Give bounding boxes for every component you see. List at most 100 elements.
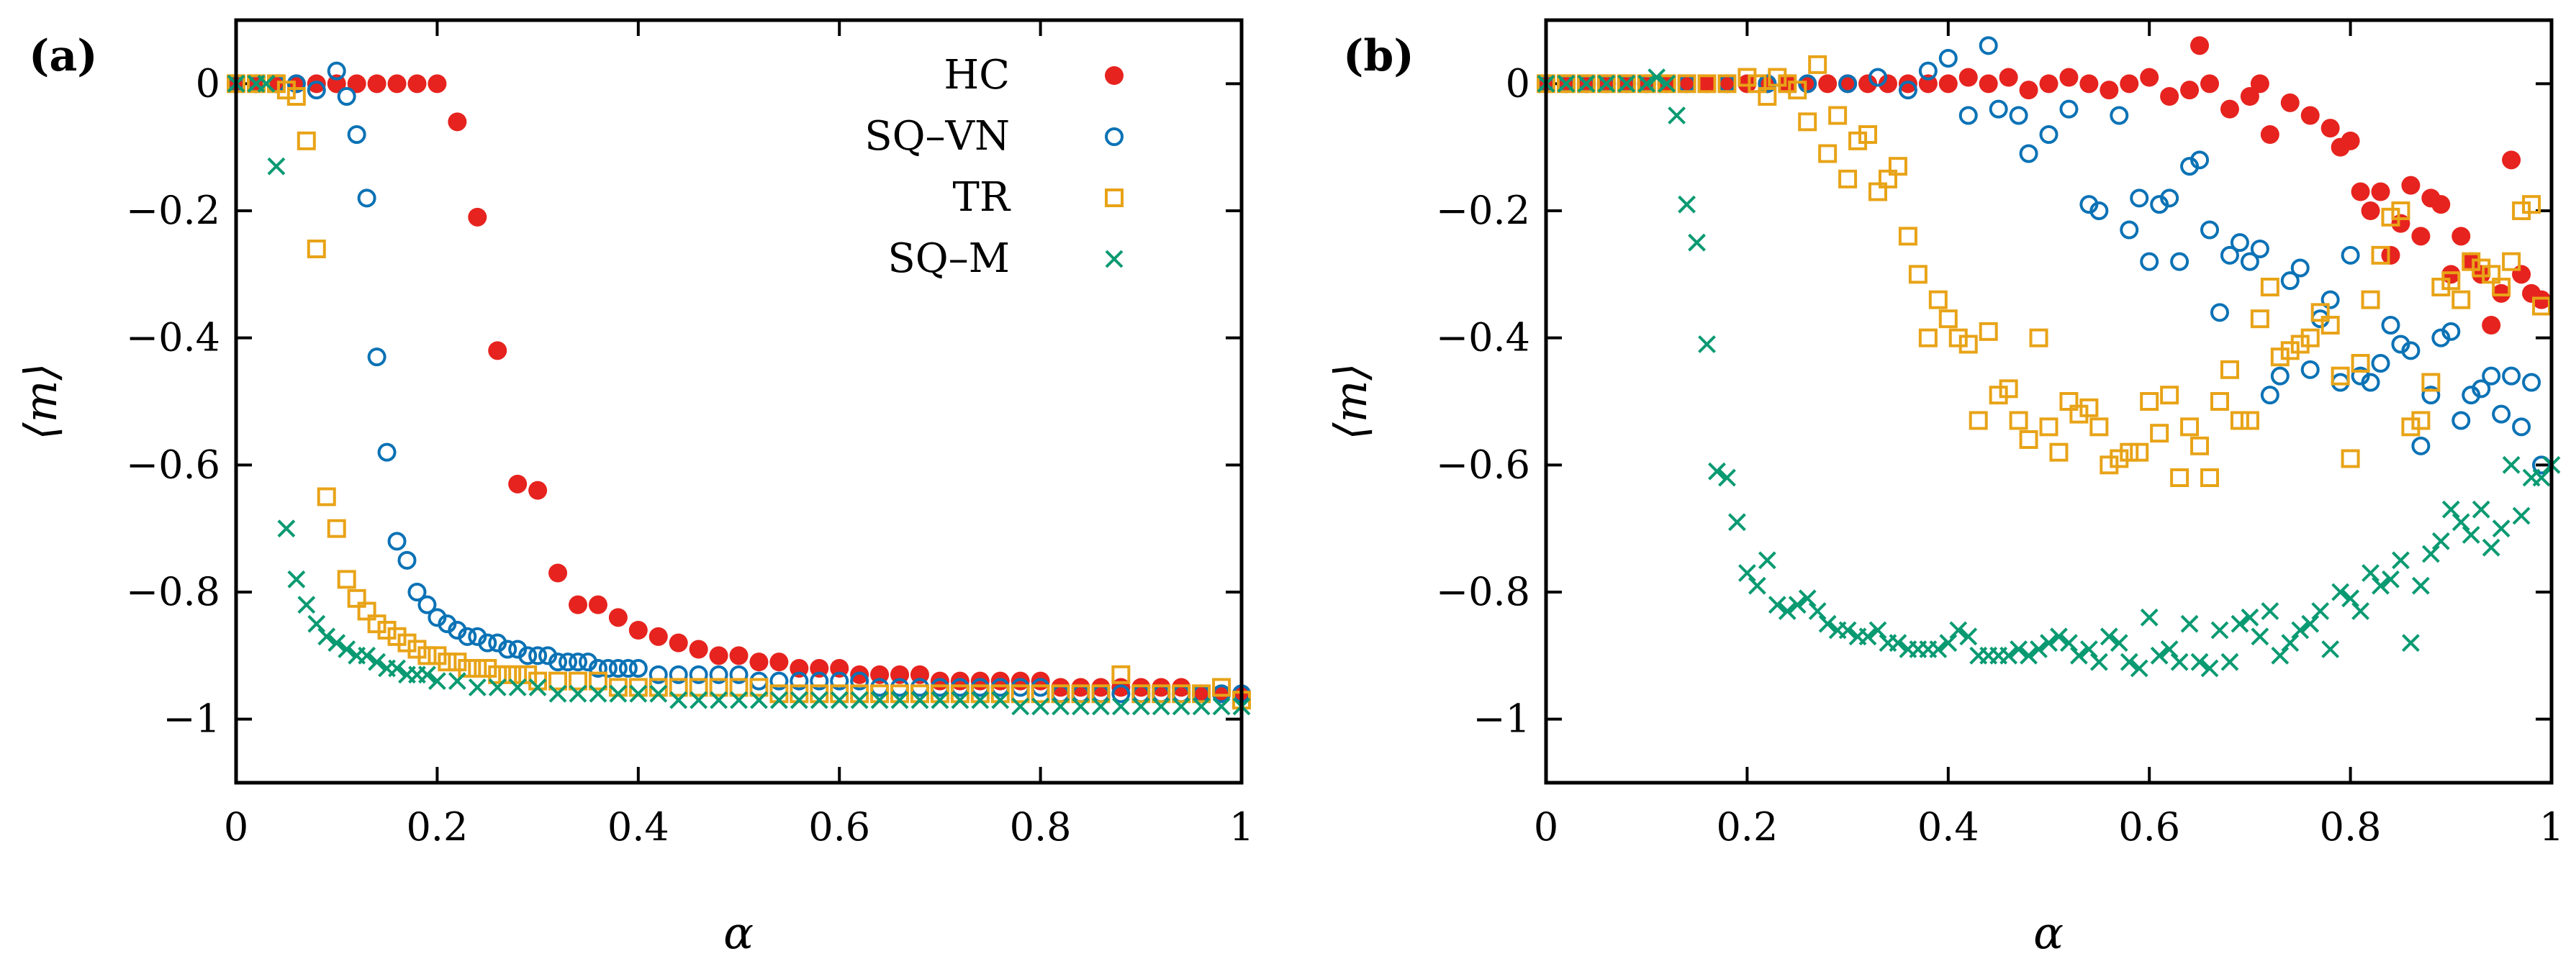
data-point: [709, 665, 728, 684]
data-point: [548, 671, 568, 691]
data-point: [2100, 81, 2119, 100]
data-point: [2120, 74, 2139, 94]
data-point: [368, 652, 386, 671]
data-point: [1808, 55, 1827, 74]
series-tr: [1537, 55, 2552, 487]
data-point: [2451, 290, 2471, 309]
data-point: [2220, 99, 2239, 119]
data-point: [2089, 417, 2109, 437]
series-sq-m: [227, 74, 1251, 716]
data-point: [2381, 207, 2400, 227]
data-point: [2030, 640, 2048, 658]
data-point: [1918, 61, 1938, 81]
data-point: [1868, 621, 1887, 640]
data-point: [2150, 646, 2169, 665]
data-point: [2280, 341, 2300, 360]
data-point: [2361, 373, 2380, 392]
data-point: [2341, 131, 2360, 150]
data-point: [2049, 442, 2069, 462]
data-point: [2251, 627, 2269, 646]
data-point: [286, 87, 306, 106]
data-point: [710, 691, 728, 709]
data-point: [1989, 99, 2008, 119]
data-point: [2240, 252, 2259, 271]
data-point: [598, 659, 618, 678]
data-point: [2190, 436, 2210, 455]
data-point: [508, 678, 527, 696]
data-point: [2300, 328, 2320, 347]
data-point: [669, 665, 688, 684]
data-point: [830, 691, 849, 709]
data-point: [618, 659, 638, 678]
data-point: [508, 474, 528, 494]
data-point: [2411, 576, 2430, 595]
data-point: [2361, 290, 2380, 309]
data-point: [2130, 442, 2149, 462]
data-point: [2250, 309, 2269, 329]
data-point: [1708, 462, 1726, 481]
data-point: [2300, 360, 2320, 379]
y-tick-label: −0.4: [1436, 315, 1530, 360]
data-point: [2472, 379, 2491, 399]
y-tick-label: 0: [196, 60, 220, 106]
data-point: [2039, 125, 2058, 144]
data-point: [327, 519, 346, 538]
data-point: [2250, 240, 2269, 258]
data-point: [1989, 386, 2008, 405]
data-point: [2492, 519, 2511, 538]
data-point: [1999, 646, 2018, 665]
data-point: [2260, 386, 2279, 405]
data-point: [2482, 265, 2501, 284]
data-point: [407, 583, 427, 601]
data-point: [568, 595, 587, 614]
data-point: [2220, 360, 2239, 379]
data-point: [1172, 697, 1190, 716]
data-point: [1898, 81, 1917, 100]
data-point: [428, 672, 446, 691]
data-point: [548, 684, 567, 703]
data-point: [2502, 366, 2521, 386]
data-point: [1798, 74, 1817, 94]
data-point: [1948, 328, 1968, 347]
data-point: [1758, 74, 1777, 94]
data-point: [2280, 271, 2300, 291]
data-point: [1657, 74, 1676, 94]
data-point: [358, 646, 376, 665]
data-point: [2290, 335, 2310, 354]
data-point: [2371, 354, 2390, 373]
data-point: [2019, 430, 2038, 449]
legend-label: TR: [952, 174, 1011, 221]
data-point: [488, 678, 507, 696]
data-point: [1131, 697, 1150, 716]
data-point: [850, 691, 869, 709]
legend-label: HC: [944, 52, 1010, 99]
data-point: [1878, 169, 1897, 188]
data-point: [2482, 316, 2501, 335]
panel-a-ticks: 0 0.2 0.4 0.6 0.8 1 0 −0.2 −0.4 −0.6 −0.8 −1: [126, 20, 1254, 850]
panel-b: (b) 0 0.2 0.4 0.6 0.8 10−0.2−0.4−0.6−0.8−1 α …: [1324, 18, 2564, 959]
data-point: [2110, 449, 2129, 468]
data-point: [1979, 322, 1998, 341]
x-tick-label: 0: [224, 804, 248, 850]
data-point: [1737, 74, 1757, 94]
panel-b-points: [1537, 36, 2561, 678]
data-point: [1131, 678, 1151, 697]
data-point: [2371, 182, 2390, 201]
data-point: [276, 81, 296, 100]
data-point: [548, 563, 568, 583]
y-tick-label: −0.4: [126, 315, 220, 360]
data-point: [1818, 144, 1838, 163]
data-point: [588, 659, 607, 678]
data-point: [2502, 150, 2521, 170]
data-point: [2401, 341, 2421, 360]
data-point: [689, 640, 708, 659]
data-point: [2060, 634, 2078, 652]
data-point: [2130, 659, 2148, 678]
data-point: [1838, 74, 1858, 94]
data-point: [1577, 74, 1596, 93]
data-point: [307, 74, 326, 94]
data-point: [2411, 436, 2431, 455]
data-point: [498, 665, 518, 684]
data-point: [2341, 245, 2360, 265]
